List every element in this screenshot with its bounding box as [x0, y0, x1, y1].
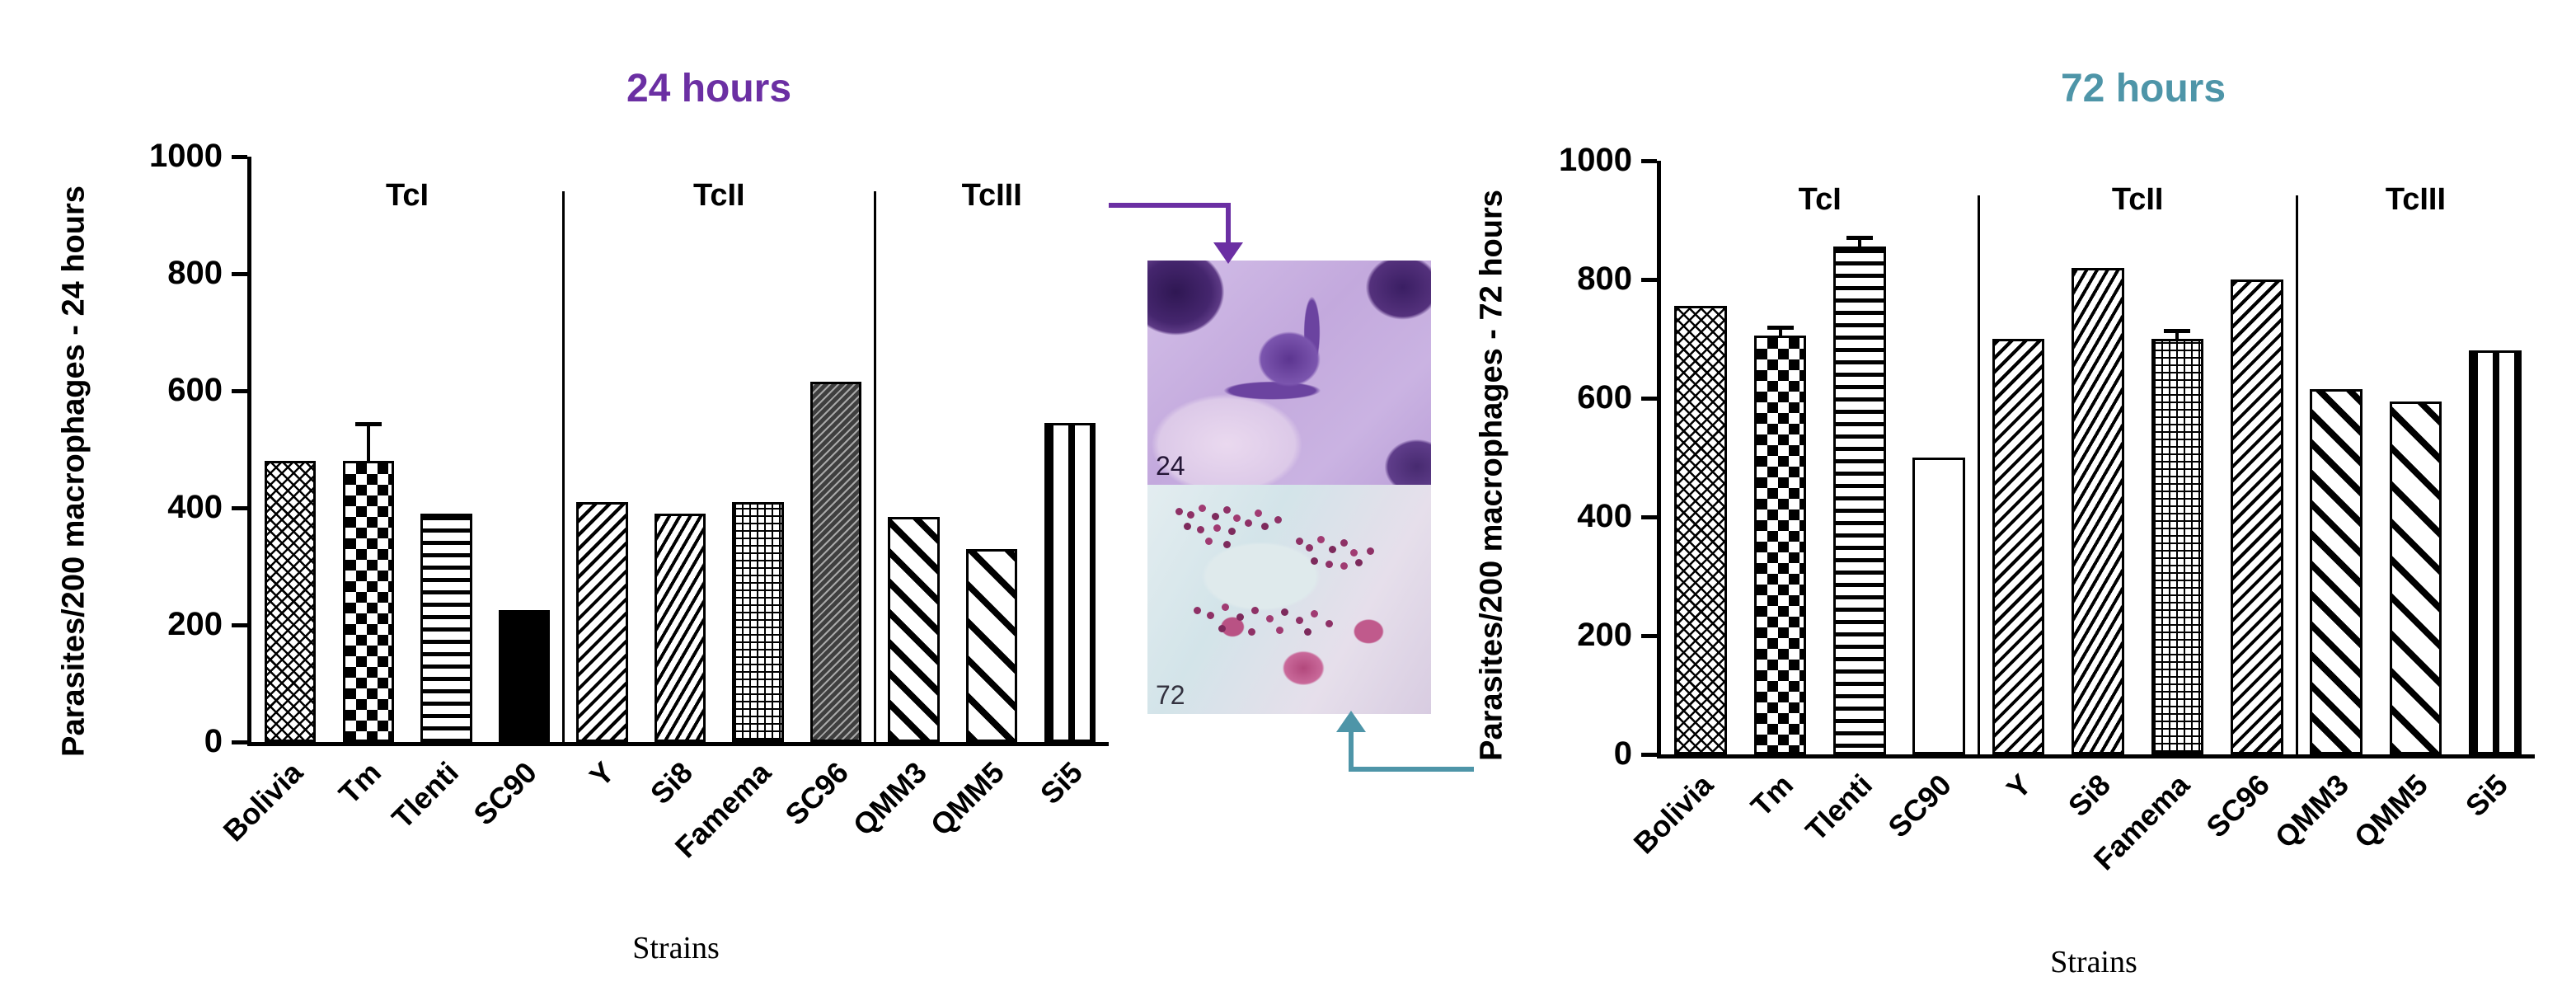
- error-bar-cap: [2164, 328, 2191, 333]
- y-axis-title-72h: Parasites/200 macrophages - 72 hours: [1474, 190, 1509, 761]
- bar-SC96: [2230, 279, 2283, 754]
- error-bar-cap: [1846, 235, 1873, 240]
- bar-SC90: [1912, 458, 1966, 754]
- error-bar: [1857, 239, 1861, 247]
- x-axis-title-24h: Strains: [632, 931, 720, 965]
- arrow-72h-vertical-segment: [1349, 730, 1354, 772]
- y-tick-label: 0: [204, 723, 223, 759]
- bar-QMM5: [2389, 401, 2442, 754]
- bar-Y: [1992, 339, 2045, 754]
- y-tick-mark: [232, 272, 247, 276]
- y-tick-label: 800: [167, 255, 223, 291]
- y-axis-title-24h: Parasites/200 macrophages - 24 hours: [56, 186, 91, 757]
- arrow-72h-horizontal-segment: [1349, 767, 1474, 772]
- macrophage-image-24h: 24: [1147, 261, 1431, 485]
- error-bar: [366, 425, 370, 462]
- arrow-72h-arrowhead-icon: [1336, 711, 1366, 732]
- group-divider-line: [1978, 195, 1981, 754]
- bar-Tm: [342, 461, 394, 742]
- bar-Tlenti: [1833, 247, 1886, 754]
- x-axis-title-72h: Strains: [2050, 945, 2137, 979]
- y-tick-label: 200: [1577, 617, 1632, 653]
- y-tick-mark: [232, 389, 247, 393]
- y-tick-label: 0: [1613, 735, 1632, 772]
- y-tick-label: 600: [1577, 379, 1632, 416]
- bar-Tlenti: [420, 514, 472, 742]
- y-tick-mark: [1641, 159, 1657, 163]
- error-bar-cap: [1767, 326, 1794, 331]
- chart-72-hours: 72 hours Parasites/200 macrophages - 72 …: [1443, 45, 2576, 1002]
- parasite-dot-cluster: [1296, 538, 1303, 545]
- group-divider-line: [2295, 195, 2298, 754]
- chart-title-72h: 72 hours: [2060, 67, 2226, 110]
- bar-Si5: [1044, 423, 1096, 742]
- y-tick-mark: [232, 155, 247, 159]
- chart-24-hours: 24 hours Parasites/200 macrophages - 24 …: [25, 41, 1121, 998]
- error-bar: [2175, 332, 2180, 339]
- bar-Si5: [2469, 350, 2522, 754]
- chart-title-24h: 24 hours: [626, 67, 792, 110]
- group-label-TcIII: TcIII: [2385, 182, 2447, 217]
- arrow-24h-horizontal-segment: [1109, 203, 1231, 208]
- y-tick-mark: [1641, 397, 1657, 401]
- micro-image-label-24: 24: [1156, 451, 1185, 481]
- bar-Bolivia: [265, 461, 317, 742]
- bar-Famema: [2151, 339, 2204, 754]
- bar-Tm: [1753, 336, 1807, 754]
- macrophage-image-72h: 72: [1147, 485, 1431, 714]
- y-tick-label: 400: [167, 489, 223, 525]
- bar-SC90: [498, 610, 551, 742]
- bar-QMM3: [2310, 389, 2363, 754]
- group-label-TcI: TcI: [1798, 182, 1842, 217]
- y-tick-label: 1000: [149, 138, 223, 174]
- plot-area-24h: 0 200 400 600 800 1000 TcI TcII TcIII Bolivia Tm Tl…: [149, 138, 1109, 864]
- y-tick-mark: [232, 623, 247, 627]
- plot-area-72h: 0 200 400 600 800 1000 TcI TcII TcIII Bolivia Tm Tl…: [1559, 142, 2535, 876]
- group-label-TcIII: TcIII: [961, 178, 1022, 213]
- bar-Si8: [654, 514, 706, 742]
- y-tick-label: 800: [1577, 261, 1632, 297]
- bar-SC96: [809, 382, 862, 742]
- bar-Si8: [2072, 267, 2124, 754]
- y-tick-label: 200: [167, 606, 223, 642]
- error-bar-cap: [354, 421, 382, 426]
- bar-Famema: [732, 501, 784, 742]
- y-tick-mark: [1641, 634, 1657, 638]
- bar-QMM3: [888, 516, 940, 742]
- y-tick-mark: [1641, 278, 1657, 282]
- micro-image-label-72: 72: [1156, 680, 1185, 710]
- arrow-24h-vertical-segment: [1226, 203, 1231, 244]
- arrow-24h-arrowhead-icon: [1213, 242, 1243, 264]
- y-tick-mark: [1641, 753, 1657, 757]
- error-bar: [1778, 330, 1782, 336]
- parasite-dot-cluster: [1194, 607, 1201, 614]
- bar-Bolivia: [1674, 306, 1727, 754]
- y-tick-label: 400: [1577, 498, 1632, 534]
- group-label-TcII: TcII: [692, 178, 745, 213]
- group-label-TcI: TcI: [386, 178, 429, 213]
- y-tick-mark: [1641, 515, 1657, 519]
- parasite-dot-cluster: [1175, 508, 1183, 515]
- y-tick-label: 1000: [1559, 142, 1632, 178]
- group-divider-line: [562, 191, 565, 742]
- y-tick-label: 600: [167, 372, 223, 408]
- bar-Y: [576, 501, 628, 742]
- group-label-TcII: TcII: [2111, 182, 2164, 217]
- group-divider-line: [874, 191, 877, 742]
- bar-QMM5: [965, 548, 1018, 742]
- y-tick-mark: [232, 506, 247, 510]
- y-tick-mark: [232, 740, 247, 744]
